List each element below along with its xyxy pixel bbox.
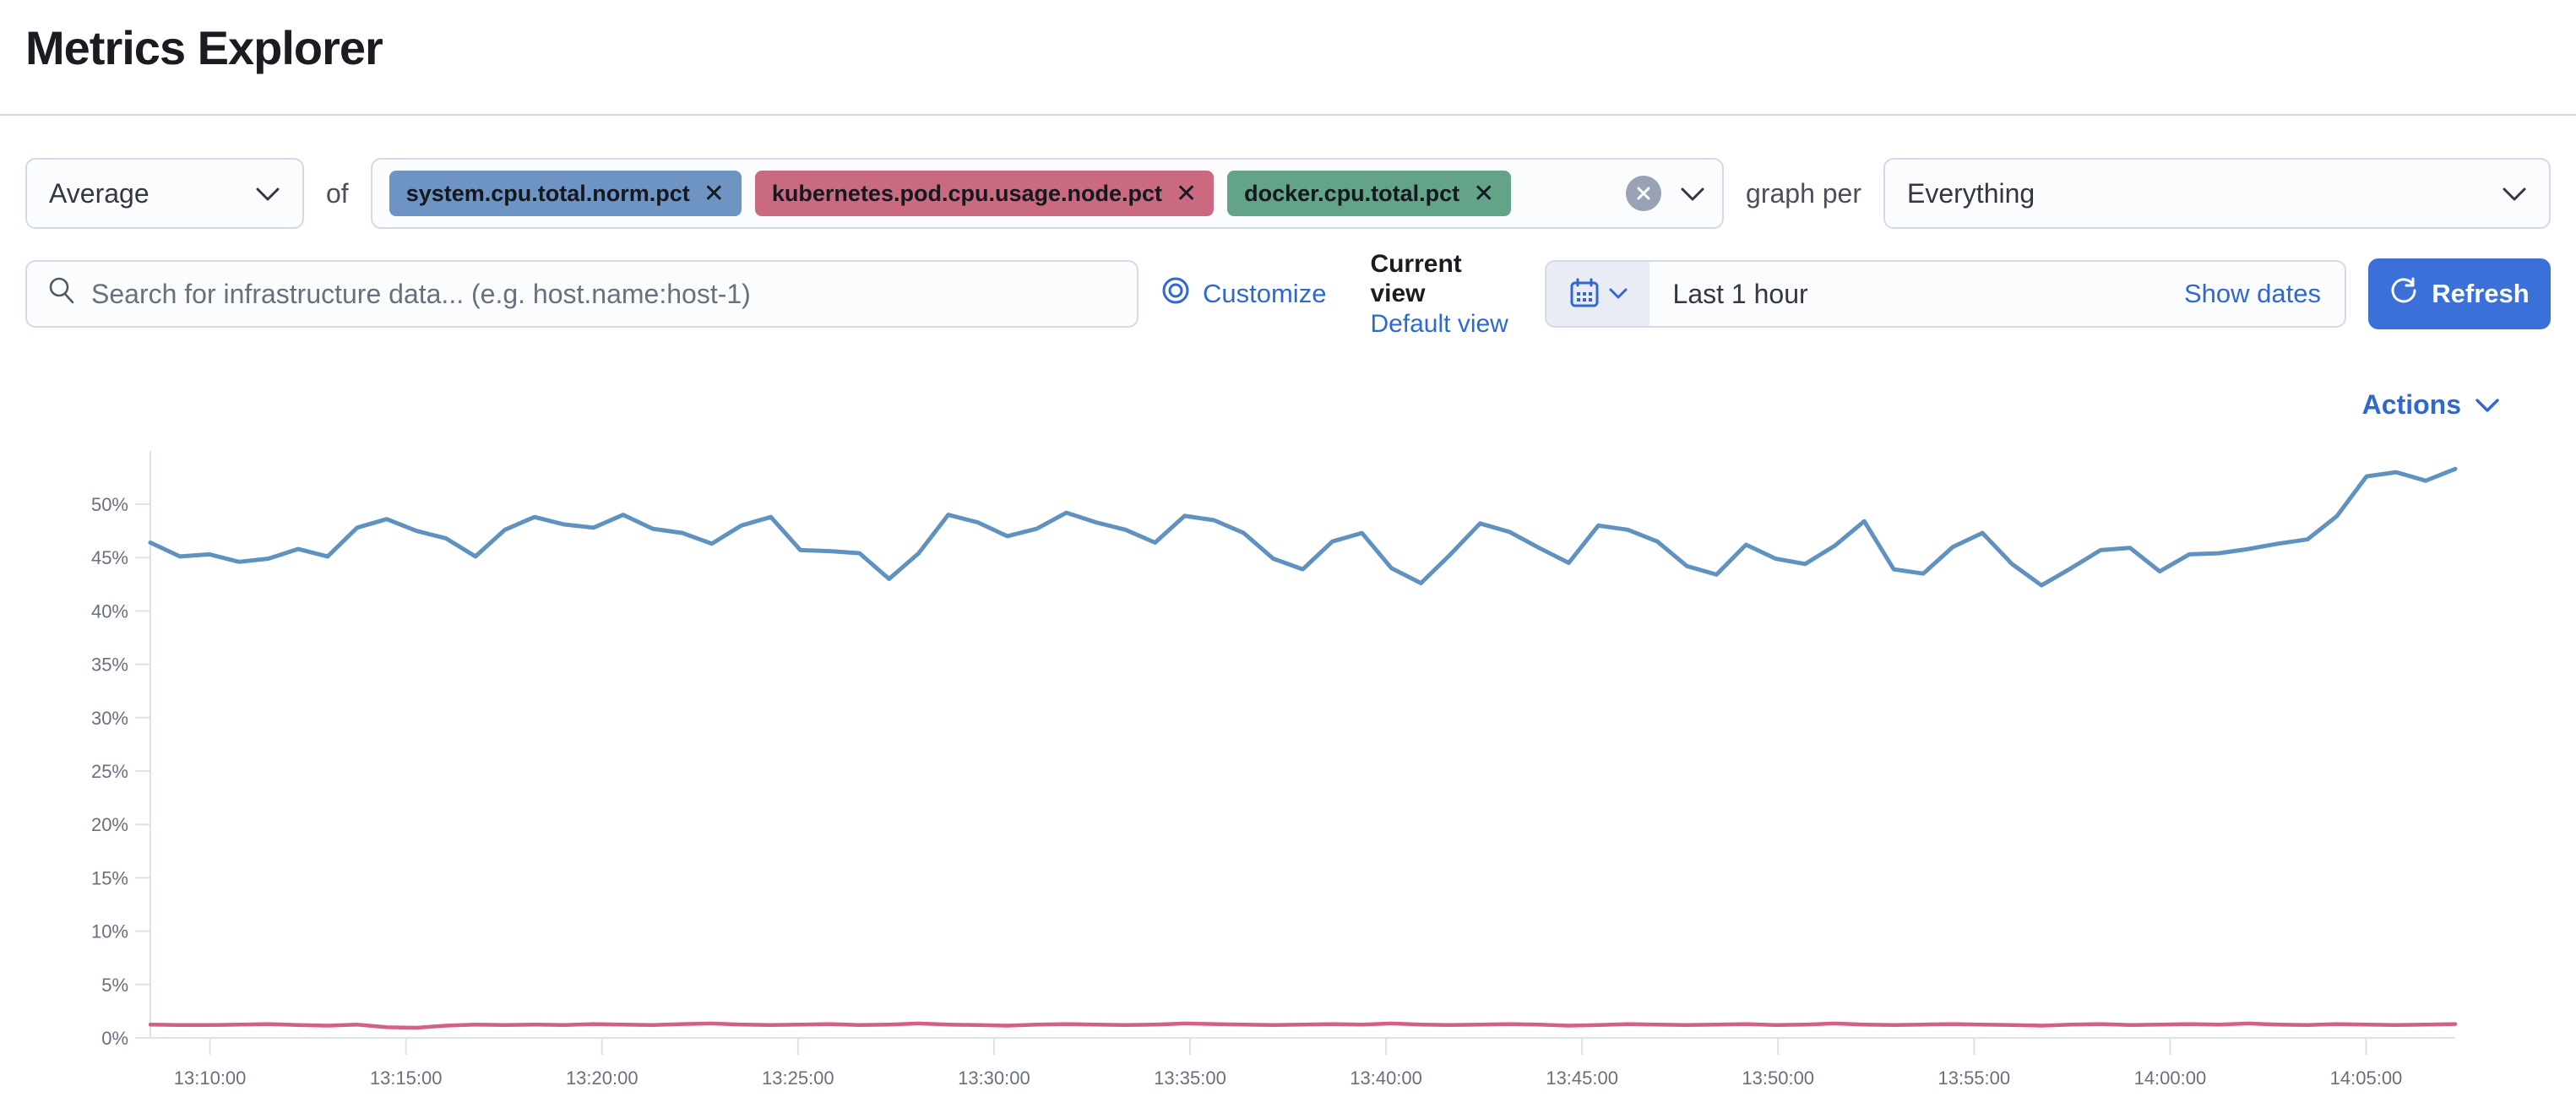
y-axis-tick-label: 25% bbox=[91, 761, 128, 782]
metric-controls-row: Average of system.cpu.total.norm.pct ✕ k… bbox=[25, 158, 2551, 229]
x-axis-tick-label: 13:25:00 bbox=[762, 1067, 834, 1089]
y-axis-tick-label: 20% bbox=[91, 814, 128, 835]
calendar-dropdown-button[interactable] bbox=[1546, 262, 1649, 327]
time-range-value[interactable]: Last 1 hour bbox=[1649, 279, 1808, 310]
graph-per-label: graph per bbox=[1746, 177, 1861, 209]
search-controls-row: Customize Current view Default view Last… bbox=[25, 249, 2552, 339]
group-by-value: Everything bbox=[1907, 177, 2035, 209]
actions-menu-button[interactable]: Actions bbox=[2362, 389, 2500, 421]
customize-button[interactable]: Customize bbox=[1160, 275, 1326, 312]
metrics-combobox[interactable]: system.cpu.total.norm.pct ✕ kubernetes.p… bbox=[370, 158, 1725, 229]
of-label: of bbox=[326, 177, 349, 209]
eye-icon bbox=[1160, 275, 1191, 312]
aggregation-value: Average bbox=[49, 177, 149, 209]
default-view-link[interactable]: Default view bbox=[1370, 309, 1508, 338]
metric-pill-label: docker.cpu.total.pct bbox=[1244, 180, 1460, 206]
group-by-select[interactable]: Everything bbox=[1883, 158, 2551, 229]
refresh-button[interactable]: Refresh bbox=[2367, 258, 2552, 330]
search-input[interactable] bbox=[91, 278, 1117, 310]
remove-metric-icon[interactable]: ✕ bbox=[1175, 179, 1198, 208]
time-picker: Last 1 hour Show dates bbox=[1544, 260, 2346, 329]
x-axis-tick-label: 13:55:00 bbox=[1937, 1067, 2010, 1089]
view-status-block: Current view Default view bbox=[1370, 249, 1522, 339]
y-axis-tick-label: 50% bbox=[91, 494, 128, 515]
metric-pill-label: kubernetes.pod.cpu.usage.node.pct bbox=[771, 180, 1162, 206]
clear-all-metrics-button[interactable] bbox=[1626, 176, 1662, 211]
x-axis-tick-label: 13:30:00 bbox=[958, 1067, 1030, 1089]
y-axis-tick-label: 5% bbox=[101, 975, 128, 996]
customize-label: Customize bbox=[1203, 279, 1327, 309]
x-axis-tick-label: 13:50:00 bbox=[1742, 1067, 1814, 1089]
series-line-0 bbox=[148, 466, 2458, 588]
x-axis-tick-label: 14:00:00 bbox=[2134, 1067, 2207, 1089]
y-axis-tick-label: 45% bbox=[91, 547, 128, 568]
y-axis-tick-label: 15% bbox=[91, 868, 128, 889]
remove-metric-icon[interactable]: ✕ bbox=[1473, 179, 1495, 208]
metrics-chart-svg: 0% 5% 10% 15% 20% 25% 30% 35% 40% 45% 50% 13:10:00 1… bbox=[91, 451, 2458, 1089]
chevron-down-icon bbox=[255, 178, 280, 209]
y-axis-tick-label: 10% bbox=[91, 921, 128, 942]
metric-pill-label: system.cpu.total.norm.pct bbox=[405, 180, 690, 206]
chevron-down-icon bbox=[1609, 287, 1628, 301]
y-axis-tick-label: 30% bbox=[91, 708, 128, 729]
x-axis-tick-label: 13:45:00 bbox=[1546, 1067, 1618, 1089]
y-axis-tick-label: 35% bbox=[91, 654, 128, 676]
show-dates-button[interactable]: Show dates bbox=[2184, 279, 2345, 309]
calendar-icon bbox=[1568, 277, 1600, 312]
actions-label: Actions bbox=[2361, 389, 2461, 421]
x-axis-tick-label: 13:20:00 bbox=[566, 1067, 639, 1089]
y-axis-tick-label: 0% bbox=[101, 1028, 128, 1049]
metric-pill-kubernetes-pod-cpu[interactable]: kubernetes.pod.cpu.usage.node.pct ✕ bbox=[754, 171, 1215, 216]
remove-metric-icon[interactable]: ✕ bbox=[703, 179, 725, 208]
x-axis-tick-label: 13:15:00 bbox=[370, 1067, 443, 1089]
search-box[interactable] bbox=[25, 260, 1139, 329]
series-line-1 bbox=[148, 1021, 2458, 1030]
metric-pill-docker-cpu[interactable]: docker.cpu.total.pct ✕ bbox=[1227, 171, 1512, 216]
page-header: Metrics Explorer bbox=[0, 0, 2576, 116]
chevron-down-icon bbox=[2475, 389, 2500, 421]
refresh-icon bbox=[2389, 276, 2418, 312]
current-view-label: Current view bbox=[1370, 250, 1462, 308]
aggregation-select[interactable]: Average bbox=[25, 158, 304, 229]
x-axis-tick-label: 13:40:00 bbox=[1350, 1067, 1422, 1089]
chevron-down-icon[interactable] bbox=[1680, 178, 1705, 209]
chevron-down-icon bbox=[2502, 178, 2527, 209]
refresh-label: Refresh bbox=[2432, 279, 2530, 309]
page-title: Metrics Explorer bbox=[25, 21, 383, 74]
x-axis-tick-label: 14:05:00 bbox=[2330, 1067, 2403, 1089]
combobox-controls bbox=[1626, 176, 1705, 211]
x-axis-tick-label: 13:35:00 bbox=[1154, 1067, 1226, 1089]
y-axis-tick-label: 40% bbox=[91, 601, 128, 622]
search-icon bbox=[47, 276, 76, 312]
metrics-chart[interactable]: 0% 5% 10% 15% 20% 25% 30% 35% 40% 45% 50% 13:10:00 1… bbox=[25, 426, 2551, 1105]
chart-actions-row: Actions bbox=[25, 389, 2551, 421]
x-axis-tick-label: 13:10:00 bbox=[174, 1067, 247, 1089]
metric-pill-system-cpu[interactable]: system.cpu.total.norm.pct ✕ bbox=[389, 171, 742, 216]
